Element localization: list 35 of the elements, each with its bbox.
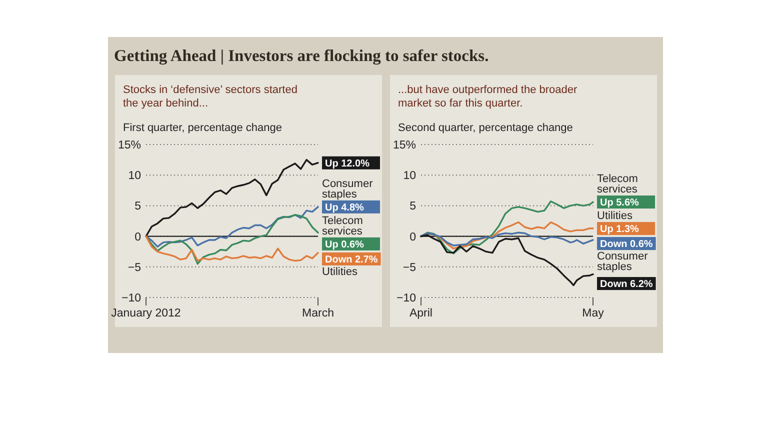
y-tick-label: −10: [121, 292, 141, 305]
x-tick-label: January 2012: [111, 308, 181, 320]
y-tick-label: −5: [402, 262, 416, 274]
series-label: Utilities: [322, 266, 358, 278]
data-label: Down 6.2%: [600, 279, 653, 290]
x-tick-label: March: [302, 308, 334, 320]
y-tick-label: 5: [410, 200, 416, 213]
series-label: Consumer staples: [322, 178, 374, 200]
y-tick-label: 10: [403, 170, 416, 182]
series-label: Telecom services: [597, 173, 638, 196]
y-tick-label: 10: [128, 170, 141, 182]
data-label: Up 1.3%: [600, 224, 640, 236]
series-label: Utilities: [597, 210, 633, 222]
data-label: Up 12.0%: [325, 158, 370, 170]
data-label: Down 2.7%: [325, 254, 378, 266]
series-label: Consumer staples: [597, 250, 648, 274]
y-tick-label: 0: [410, 231, 416, 244]
x-tick-label: April: [409, 308, 433, 320]
chart-title: Getting Ahead | Investors are flocking to safer stocks.: [114, 46, 489, 65]
y-tick-label: 0: [134, 231, 141, 244]
y-tick-label: −5: [128, 262, 141, 274]
y-tick-label: 15%: [118, 140, 141, 152]
chart-subtitle: ...but have outperformed the broader market so far this quarter.: [398, 84, 578, 110]
y-axis-title: First quarter, percentage change: [123, 122, 282, 134]
y-tick-label: −10: [396, 292, 416, 305]
data-label: Up 5.6%: [600, 198, 640, 209]
y-axis-title: Second quarter, percentage change: [398, 122, 573, 134]
data-label: Down 0.6%: [600, 239, 653, 250]
y-tick-label: 15%: [392, 140, 416, 152]
data-label: Up 0.6%: [325, 240, 364, 251]
y-tick-label: 5: [134, 200, 141, 213]
chart-subtitle: Stocks in ‘defensive’ sectors started the year behind...: [123, 84, 298, 110]
data-label: Up 4.8%: [325, 202, 364, 214]
x-tick-label: May: [582, 308, 604, 320]
series-label: Telecom services: [322, 214, 363, 238]
